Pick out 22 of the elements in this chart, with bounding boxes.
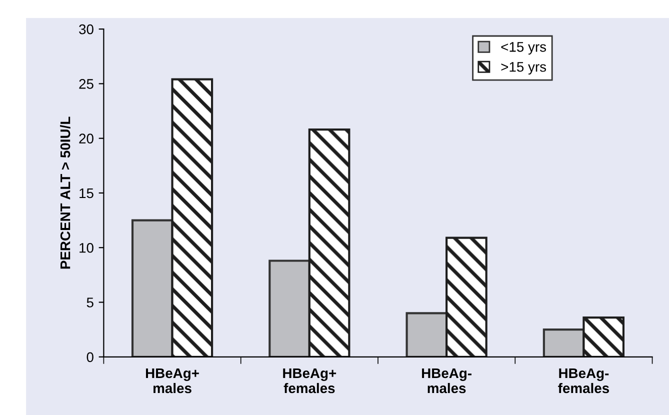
bar [308, 128, 350, 357]
y-tick-label: 10 [80, 242, 94, 253]
y-tick-label: 0 [86, 352, 94, 362]
y-tick-label: 20 [79, 134, 94, 144]
y-tick-label: 30 [79, 24, 94, 34]
bar [171, 78, 214, 357]
x-tick-label: HBeAg- females [558, 368, 609, 394]
x-tick-label: HBeAg+ males [146, 368, 199, 394]
x-tick-label: HBeAg- males [422, 368, 472, 394]
bar [446, 236, 488, 357]
bar [582, 316, 625, 357]
y-tick-label: 25 [79, 79, 94, 89]
legend-label: >15 yrs [501, 62, 546, 75]
bar [542, 328, 585, 357]
bar [131, 219, 174, 357]
y-tick-label: 5 [86, 298, 94, 308]
y-tick-label: 15 [80, 188, 94, 198]
y-axis-title: PERCENT ALT > 50IU/L [60, 116, 70, 269]
bar [268, 260, 310, 357]
x-tick-label: HBeAg+ females [283, 368, 336, 394]
legend-label: <15 yrs [501, 42, 546, 55]
bar [406, 312, 448, 357]
